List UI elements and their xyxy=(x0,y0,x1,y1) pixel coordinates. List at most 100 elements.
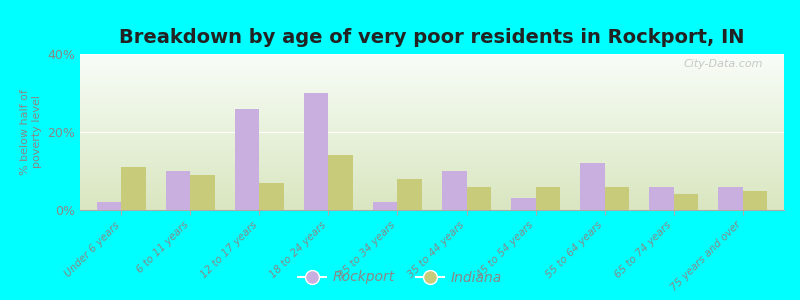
Bar xyxy=(80,168,784,170)
Bar xyxy=(80,204,784,205)
Bar xyxy=(80,169,784,171)
Bar xyxy=(80,88,784,90)
Bar xyxy=(80,109,784,110)
Bar xyxy=(80,145,784,146)
Bar xyxy=(80,59,784,60)
Bar xyxy=(80,182,784,184)
Bar xyxy=(80,199,784,201)
Title: Breakdown by age of very poor residents in Rockport, IN: Breakdown by age of very poor residents … xyxy=(119,28,745,47)
Bar xyxy=(80,130,784,132)
Bar xyxy=(80,106,784,107)
Bar xyxy=(80,79,784,80)
Bar xyxy=(80,99,784,101)
Bar xyxy=(80,190,784,191)
Bar xyxy=(80,87,784,88)
Legend: Rockport, Indiana: Rockport, Indiana xyxy=(293,265,507,290)
Bar xyxy=(80,196,784,197)
Bar xyxy=(80,115,784,116)
Bar xyxy=(80,157,784,158)
Bar xyxy=(80,98,784,99)
Bar xyxy=(80,123,784,124)
Bar xyxy=(80,174,784,176)
Bar xyxy=(190,175,214,210)
Bar xyxy=(80,121,784,123)
Bar xyxy=(80,96,784,98)
Bar xyxy=(80,90,784,92)
Bar xyxy=(329,155,353,210)
Bar xyxy=(80,82,784,84)
Bar xyxy=(80,201,784,202)
Bar xyxy=(80,124,784,126)
Bar xyxy=(80,92,784,93)
Bar xyxy=(80,138,784,140)
Bar xyxy=(80,152,784,154)
Bar xyxy=(80,177,784,179)
Bar xyxy=(80,68,784,70)
Bar xyxy=(80,73,784,74)
Bar xyxy=(80,104,784,106)
Bar xyxy=(80,197,784,199)
Bar xyxy=(80,158,784,160)
Bar xyxy=(80,160,784,162)
Bar xyxy=(80,85,784,87)
Bar xyxy=(80,67,784,68)
Bar xyxy=(80,185,784,187)
Bar xyxy=(80,84,784,85)
Bar xyxy=(80,60,784,62)
Bar xyxy=(80,70,784,71)
Bar xyxy=(80,143,784,145)
Bar xyxy=(80,107,784,109)
Bar xyxy=(80,207,784,208)
Bar xyxy=(80,202,784,204)
Bar xyxy=(80,116,784,118)
Bar xyxy=(80,93,784,94)
Bar xyxy=(80,112,784,113)
Bar xyxy=(80,134,784,135)
Bar xyxy=(80,179,784,180)
Bar xyxy=(80,135,784,137)
Bar xyxy=(80,172,784,174)
Bar xyxy=(466,187,490,210)
Bar xyxy=(442,171,466,210)
Bar xyxy=(398,179,422,210)
Bar xyxy=(511,198,535,210)
Bar xyxy=(80,205,784,207)
Bar xyxy=(80,162,784,163)
Bar xyxy=(80,119,784,121)
Bar xyxy=(166,171,190,210)
Bar xyxy=(718,187,742,210)
Bar xyxy=(80,180,784,182)
Bar xyxy=(304,93,329,210)
Text: City-Data.com: City-Data.com xyxy=(683,59,763,69)
Bar xyxy=(80,113,784,115)
Bar xyxy=(80,149,784,151)
Bar xyxy=(80,54,784,56)
Y-axis label: % below half of
poverty level: % below half of poverty level xyxy=(20,89,42,175)
Bar xyxy=(80,155,784,157)
Bar xyxy=(605,187,629,210)
Bar xyxy=(80,63,784,65)
Bar xyxy=(80,193,784,194)
Bar xyxy=(80,208,784,210)
Bar xyxy=(742,190,766,210)
Bar xyxy=(580,163,605,210)
Bar xyxy=(80,80,784,82)
Bar xyxy=(374,202,398,210)
Bar xyxy=(80,126,784,127)
Bar xyxy=(80,176,784,177)
Bar xyxy=(80,74,784,76)
Bar xyxy=(80,101,784,102)
Bar xyxy=(122,167,146,210)
Bar xyxy=(80,191,784,193)
Bar xyxy=(80,102,784,104)
Bar xyxy=(80,110,784,112)
Bar xyxy=(650,187,674,210)
Bar xyxy=(80,94,784,96)
Bar xyxy=(80,141,784,143)
Bar xyxy=(80,77,784,79)
Bar xyxy=(80,140,784,141)
Bar xyxy=(80,118,784,119)
Bar xyxy=(80,166,784,168)
Bar xyxy=(80,188,784,190)
Bar xyxy=(235,109,259,210)
